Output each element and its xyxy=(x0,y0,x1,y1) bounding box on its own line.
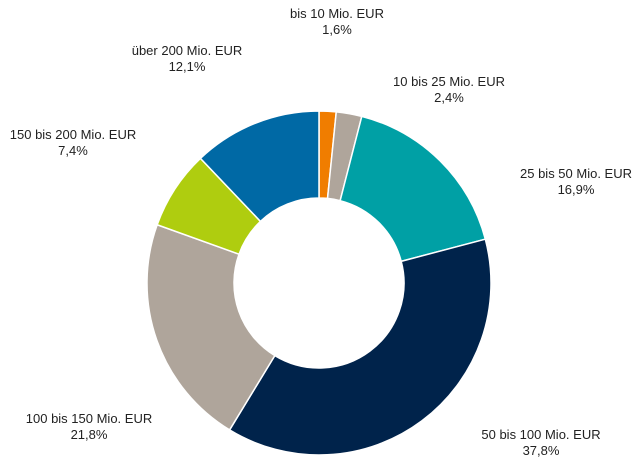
slice-category-label: bis 10 Mio. EUR xyxy=(290,6,384,21)
slice-ber-200-mio-eur xyxy=(199,110,320,223)
slice-value-label: 12,1% xyxy=(169,59,206,74)
slice-value-label: 37,8% xyxy=(523,443,560,458)
slice-label-50-bis-100-mio-eur: 50 bis 100 Mio. EUR 37,8% xyxy=(481,427,600,458)
slice-50-bis-100-mio-eur xyxy=(228,238,492,456)
donut-slices xyxy=(146,110,492,456)
slice-category-label: über 200 Mio. EUR xyxy=(132,43,243,58)
slice-100-bis-150-mio-eur xyxy=(146,223,276,431)
slice-label-150-bis-200-mio-eur: 150 bis 200 Mio. EUR 7,4% xyxy=(10,127,136,158)
slice-value-label: 21,8% xyxy=(71,427,108,442)
slice-value-label: 1,6% xyxy=(322,22,352,37)
slice-value-label: 7,4% xyxy=(58,143,88,158)
slice-label-10-bis-25-mio-eur: 10 bis 25 Mio. EUR 2,4% xyxy=(393,74,505,105)
slice-labels: bis 10 Mio. EUR 1,6% 10 bis 25 Mio. EUR 2,4… xyxy=(10,6,632,458)
slice-category-label: 150 bis 200 Mio. EUR xyxy=(10,127,136,142)
slice-value-label: 2,4% xyxy=(434,90,464,105)
slice-value-label: 16,9% xyxy=(558,182,595,197)
slice-label-100-bis-150-mio-eur: 100 bis 150 Mio. EUR 21,8% xyxy=(26,411,152,442)
slice-label-25-bis-50-mio-eur: 25 bis 50 Mio. EUR 16,9% xyxy=(520,166,632,197)
slice-category-label: 25 bis 50 Mio. EUR xyxy=(520,166,632,181)
slice-category-label: 10 bis 25 Mio. EUR xyxy=(393,74,505,89)
slice-category-label: 50 bis 100 Mio. EUR xyxy=(481,427,600,442)
slice-category-label: 100 bis 150 Mio. EUR xyxy=(26,411,152,426)
slice-label-ber-200-mio-eur: über 200 Mio. EUR 12,1% xyxy=(132,43,243,74)
slice-label-bis-10-mio-eur: bis 10 Mio. EUR 1,6% xyxy=(290,6,384,37)
slice-25-bis-50-mio-eur xyxy=(339,115,487,263)
